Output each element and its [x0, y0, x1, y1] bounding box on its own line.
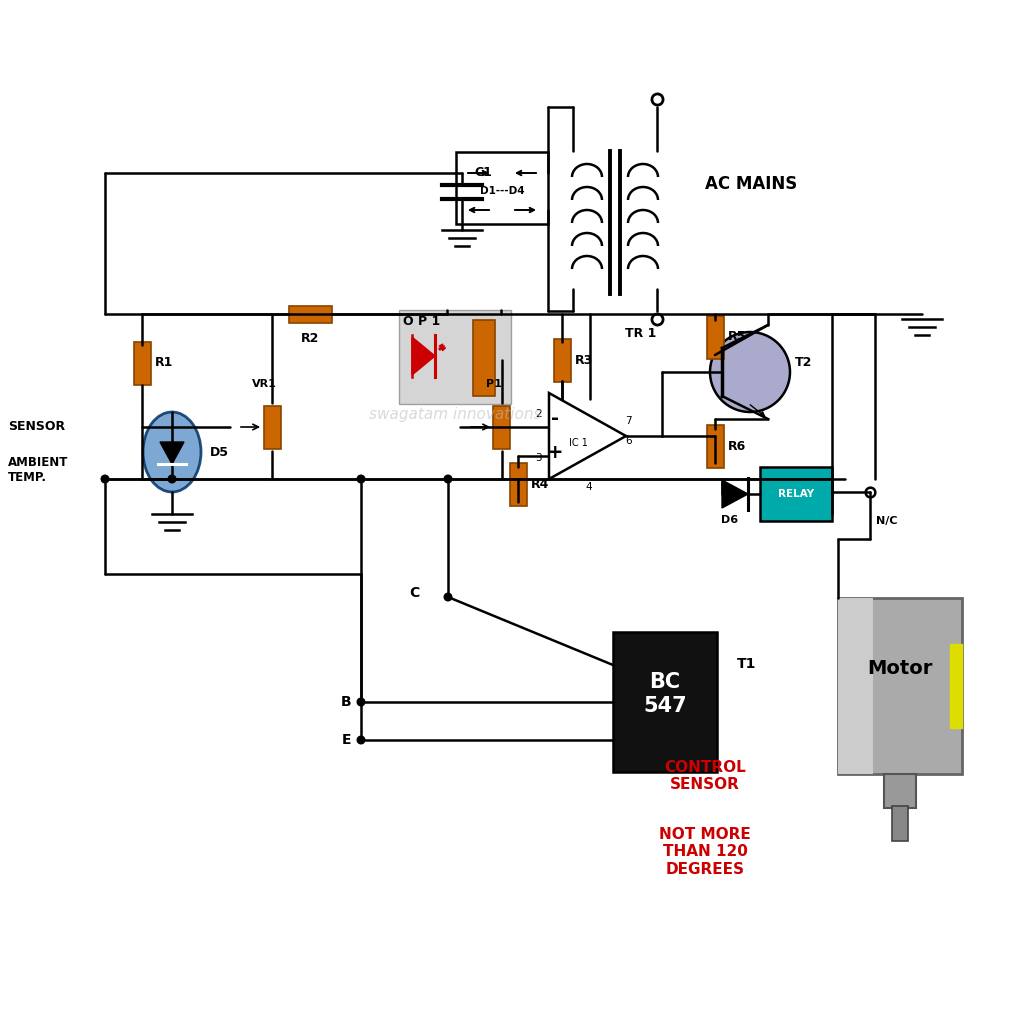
Text: N/C: N/C: [876, 516, 897, 526]
Text: TR 1: TR 1: [625, 327, 656, 340]
Circle shape: [357, 475, 365, 482]
Text: R1: R1: [155, 356, 173, 370]
Bar: [456, 152, 548, 224]
Polygon shape: [549, 393, 626, 479]
Bar: [263, 406, 281, 449]
Bar: [510, 463, 526, 506]
Text: E: E: [341, 733, 351, 746]
Text: T1: T1: [737, 657, 757, 671]
Text: R6: R6: [728, 439, 746, 453]
Text: C1: C1: [474, 166, 492, 178]
Circle shape: [444, 593, 452, 601]
Text: D5: D5: [210, 445, 229, 459]
Bar: [884, 774, 916, 808]
Text: SENSOR: SENSOR: [8, 420, 66, 432]
Bar: [950, 644, 962, 728]
Text: 6: 6: [625, 436, 632, 446]
Circle shape: [101, 475, 109, 482]
Text: AMBIENT
TEMP.: AMBIENT TEMP.: [8, 456, 69, 484]
Text: swagatam innovations: swagatam innovations: [369, 407, 542, 422]
Bar: [892, 806, 908, 841]
Text: IC 1: IC 1: [568, 438, 588, 449]
Bar: [760, 467, 831, 521]
Bar: [554, 339, 570, 382]
Text: +: +: [547, 443, 563, 463]
Bar: [613, 632, 717, 772]
Text: 2: 2: [536, 409, 542, 419]
Text: P1: P1: [486, 379, 502, 389]
Text: -: -: [551, 410, 559, 428]
Text: RELAY: RELAY: [778, 489, 814, 499]
Ellipse shape: [143, 412, 201, 492]
Text: 7: 7: [625, 416, 632, 426]
Text: D6: D6: [722, 515, 738, 525]
Bar: [707, 315, 724, 358]
Text: O P 1: O P 1: [403, 314, 440, 328]
Text: B: B: [340, 695, 351, 709]
Polygon shape: [412, 337, 435, 375]
Text: AC MAINS: AC MAINS: [705, 175, 798, 193]
Bar: [289, 305, 332, 323]
Text: Motor: Motor: [867, 658, 933, 678]
Text: VR1: VR1: [252, 379, 276, 389]
Bar: [494, 406, 511, 449]
Bar: [838, 598, 873, 774]
Circle shape: [357, 736, 365, 743]
Text: D1---D4: D1---D4: [479, 186, 524, 197]
Text: R3: R3: [575, 353, 593, 367]
Text: R2: R2: [301, 332, 319, 345]
Bar: [473, 321, 495, 396]
Text: R4: R4: [531, 477, 549, 490]
Text: C: C: [410, 586, 420, 600]
Circle shape: [168, 475, 176, 482]
Text: T2: T2: [795, 355, 812, 369]
Circle shape: [444, 475, 452, 482]
Text: CONTROL
SENSOR: CONTROL SENSOR: [665, 760, 745, 793]
Circle shape: [357, 698, 365, 706]
Text: R5: R5: [728, 331, 746, 343]
Text: BC
547: BC 547: [643, 673, 687, 716]
Polygon shape: [722, 480, 748, 508]
Bar: [707, 425, 724, 468]
Text: NOT MORE
THAN 120
DEGREES: NOT MORE THAN 120 DEGREES: [659, 827, 751, 877]
Bar: [133, 341, 151, 384]
Polygon shape: [160, 442, 184, 464]
Bar: [838, 598, 962, 774]
Circle shape: [710, 332, 790, 412]
Text: 4: 4: [585, 482, 592, 492]
Text: 3: 3: [536, 453, 542, 463]
Bar: [399, 310, 511, 404]
